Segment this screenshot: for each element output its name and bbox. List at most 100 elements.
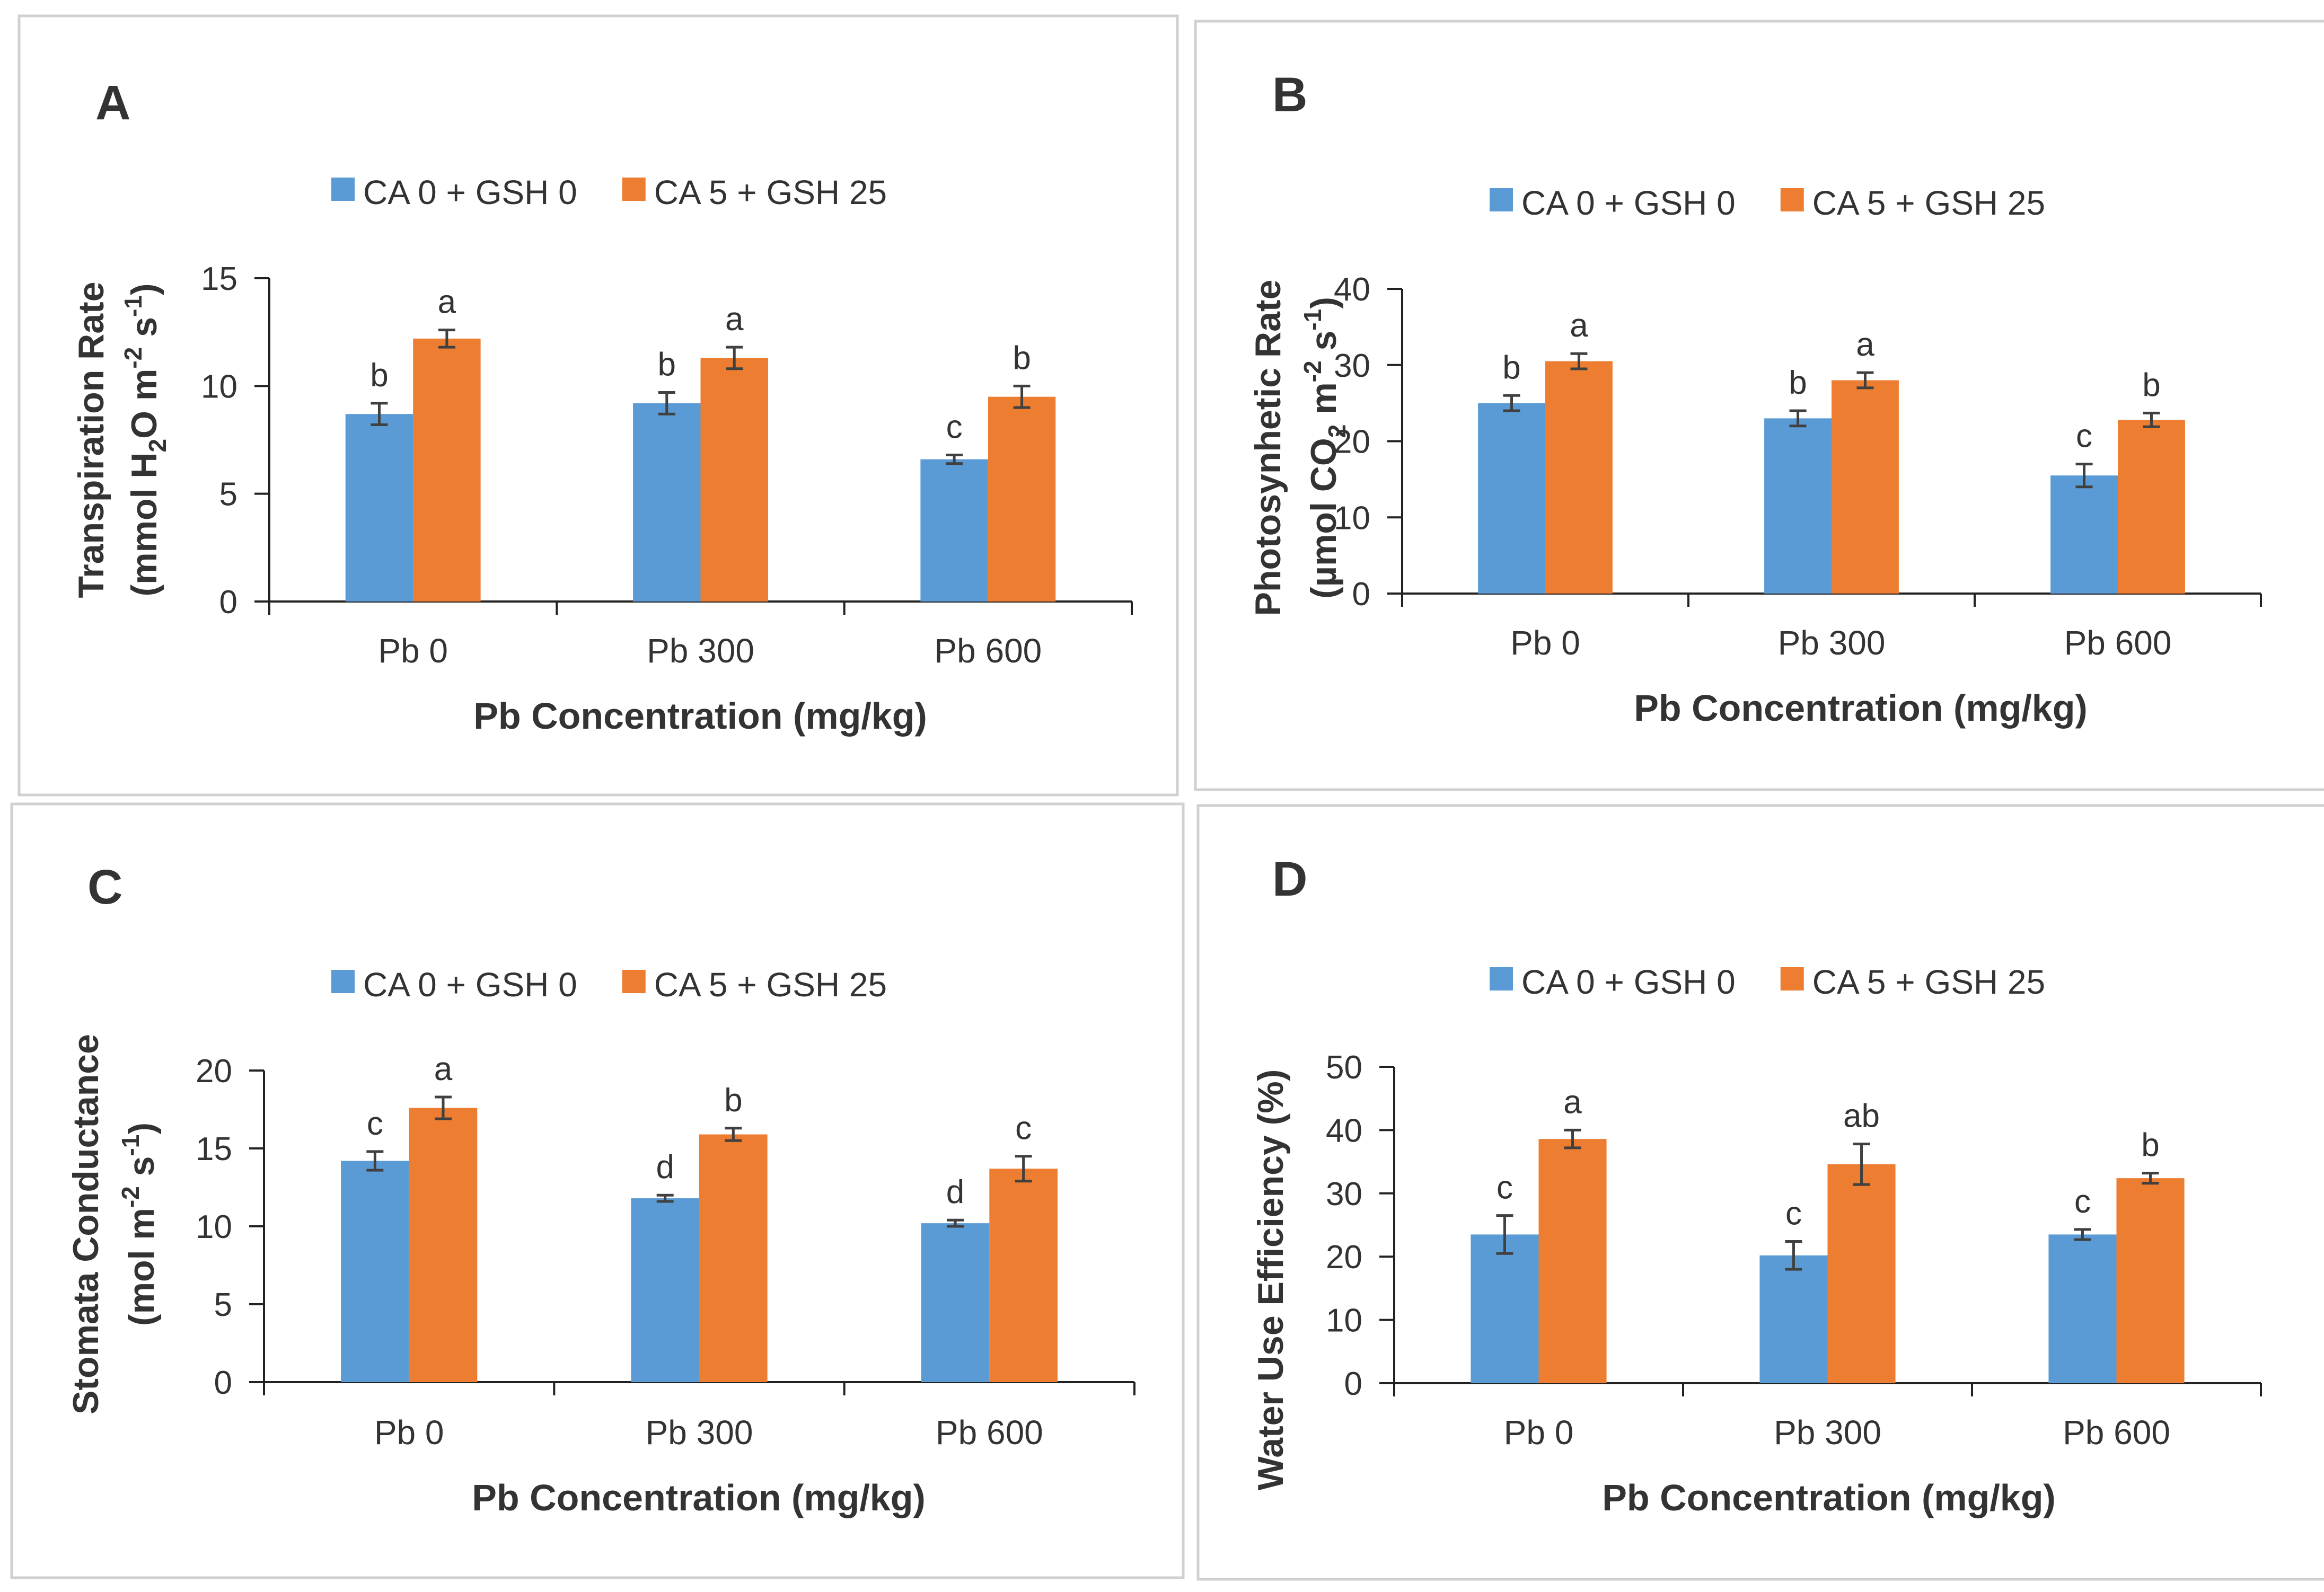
legend: CA 0 + GSH 0 CA 5 + GSH 25 xyxy=(1490,963,2045,1001)
bar-2 xyxy=(1545,361,1613,594)
y-tick-label: 0 xyxy=(219,584,237,621)
significance-letter: b xyxy=(1502,349,1520,386)
y-tick-label: 10 xyxy=(196,1209,232,1245)
significance-letter: c xyxy=(946,409,963,445)
panel-a: A CA 0 + GSH 0 CA 5 + GSH 25 0 5 10 15 Pb 0 b a Pb… xyxy=(17,14,1179,797)
bar-2 xyxy=(988,396,1056,602)
significance-letter: b xyxy=(2142,367,2160,403)
panel-border xyxy=(10,802,1185,1579)
bar-2 xyxy=(700,358,768,602)
error-bar xyxy=(2075,463,2093,489)
bar-2 xyxy=(2118,420,2185,594)
error-bar xyxy=(1015,1155,1032,1183)
bar-1 xyxy=(1471,1234,1539,1383)
legend: CA 0 + GSH 0 CA 5 + GSH 25 xyxy=(331,173,887,211)
y-axis-title-units-part: -2 xyxy=(1299,360,1326,382)
y-tick-label: 15 xyxy=(196,1131,232,1168)
y-axis-title: Transpiration Rate xyxy=(71,281,111,598)
y-axis-title: Water Use Efficiency (%) xyxy=(1251,1069,1291,1491)
error-bar xyxy=(434,1095,452,1120)
error-bar xyxy=(725,1127,742,1142)
error-bar xyxy=(1503,394,1520,412)
y-axis-title-units-part: -1 xyxy=(117,1135,144,1156)
significance-letter: a xyxy=(434,1051,453,1087)
legend-label-1: CA 0 + GSH 0 xyxy=(1521,963,1736,1001)
legend-swatch-1 xyxy=(331,970,355,993)
y-tick-label: 5 xyxy=(219,476,237,513)
panel-border xyxy=(17,14,1179,797)
significance-letter: b xyxy=(2141,1127,2159,1164)
legend-label-2: CA 5 + GSH 25 xyxy=(1812,963,2045,1001)
significance-letter: b xyxy=(1013,340,1031,376)
error-bar xyxy=(1856,371,1874,390)
legend-swatch-1 xyxy=(1490,188,1513,211)
error-bar xyxy=(1570,352,1588,370)
bar-2 xyxy=(1538,1139,1607,1383)
error-bar xyxy=(656,1193,674,1203)
significance-letter: d xyxy=(946,1174,964,1210)
y-axis-title-units-part: m xyxy=(1304,382,1344,424)
significance-letter: c xyxy=(2076,418,2092,455)
error-bar xyxy=(2074,1228,2091,1241)
error-bar xyxy=(2143,411,2160,428)
legend-label-1: CA 0 + GSH 0 xyxy=(363,966,577,1004)
error-bar xyxy=(947,1218,964,1228)
x-axis-title: Pb Concentration (mg/kg) xyxy=(1634,687,2088,729)
legend: CA 0 + GSH 0 CA 5 + GSH 25 xyxy=(1490,184,2045,222)
x-tick-label: Pb 0 xyxy=(378,632,448,670)
y-axis-title-units-part: s xyxy=(124,317,164,347)
significance-letter: a xyxy=(1570,307,1588,344)
y-axis-title-units: (µmol CO2 m-2 s-1) xyxy=(1299,297,1351,599)
legend-label-1: CA 0 + GSH 0 xyxy=(1521,184,1736,222)
significance-letter: c xyxy=(2074,1183,2091,1220)
significance-letter: a xyxy=(1563,1084,1582,1120)
x-axis-title: Pb Concentration (mg/kg) xyxy=(1602,1477,2056,1518)
bar-2 xyxy=(2116,1178,2185,1383)
bar-1 xyxy=(1764,418,1832,594)
panel-d: D CA 0 + GSH 0 CA 5 + GSH 25 0 10 20 30 40 50 Pb … xyxy=(1196,804,2324,1581)
x-tick-label: Pb 0 xyxy=(1504,1413,1574,1452)
legend-swatch-2 xyxy=(622,970,646,993)
panel-b: B CA 0 + GSH 0 CA 5 + GSH 25 0 10 20 30 40 Pb 0 b… xyxy=(1194,20,2324,791)
legend-label-1: CA 0 + GSH 0 xyxy=(363,173,577,211)
y-tick-label: 40 xyxy=(1334,271,1370,308)
y-axis-title-units-part: O m xyxy=(124,369,164,439)
panel-c: C CA 0 + GSH 0 CA 5 + GSH 25 0 5 10 15 20 Pb 0 c a… xyxy=(10,802,1185,1579)
y-tick-label: 0 xyxy=(1344,1366,1362,1402)
significance-letter: c xyxy=(1015,1110,1032,1147)
error-bar xyxy=(726,346,743,370)
significance-letter: c xyxy=(1785,1196,1802,1232)
error-bar xyxy=(1013,384,1031,409)
error-bar xyxy=(1789,409,1807,428)
bar-2 xyxy=(409,1108,478,1382)
y-axis-title-units-part: ) xyxy=(124,283,164,295)
x-tick-label: Pb 300 xyxy=(647,632,754,670)
error-bar xyxy=(366,1150,384,1172)
bar-1 xyxy=(920,459,988,602)
panel-letter: B xyxy=(1272,68,1307,122)
significance-letter: b xyxy=(658,347,676,383)
y-tick-label: 15 xyxy=(201,261,237,297)
error-bar xyxy=(1853,1143,1870,1186)
significance-letter: d xyxy=(656,1149,674,1186)
significance-letter: b xyxy=(724,1082,742,1119)
y-axis-title-units-part: -1 xyxy=(1299,309,1326,331)
x-tick-label: Pb 600 xyxy=(2063,1413,2170,1452)
error-bar xyxy=(946,453,963,465)
significance-letter: b xyxy=(370,357,388,394)
x-tick-label: Pb 300 xyxy=(1778,624,1886,662)
significance-letter: a xyxy=(725,301,744,338)
bar-1 xyxy=(2050,475,2118,594)
y-tick-label: 5 xyxy=(214,1287,232,1323)
legend-swatch-1 xyxy=(1490,967,1513,990)
bar-1 xyxy=(2048,1234,2117,1383)
y-tick-label: 20 xyxy=(1334,424,1370,461)
legend-swatch-2 xyxy=(1780,967,1804,990)
legend-swatch-2 xyxy=(1780,188,1804,211)
x-tick-label: Pb 0 xyxy=(374,1413,444,1452)
significance-letter: b xyxy=(1789,365,1807,401)
y-axis-title-units-part: (µmol CO xyxy=(1304,438,1344,599)
y-axis-title-units-part: -2 xyxy=(119,347,147,369)
error-bar xyxy=(438,329,455,349)
bar-1 xyxy=(345,414,413,602)
